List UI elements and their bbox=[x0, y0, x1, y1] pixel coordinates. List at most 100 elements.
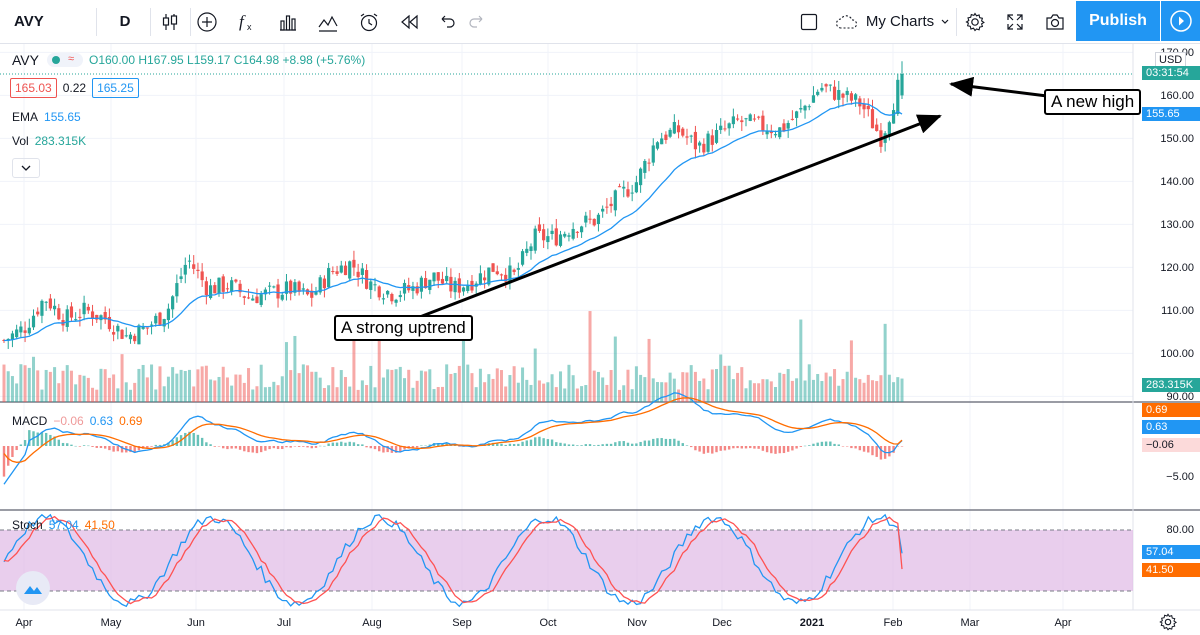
volume-bar bbox=[727, 365, 731, 402]
volume-bar bbox=[200, 366, 204, 402]
candle-body bbox=[69, 306, 74, 318]
templates-icon[interactable] bbox=[313, 0, 343, 43]
macd-hist-bar bbox=[331, 442, 335, 446]
volume-bar bbox=[381, 377, 385, 402]
candle-body bbox=[133, 335, 137, 342]
bid-badge[interactable]: 165.03 bbox=[10, 78, 57, 98]
macd-hist-bar bbox=[500, 443, 503, 446]
macd-hist-bar bbox=[378, 446, 381, 452]
candle-body bbox=[423, 278, 428, 289]
ema-legend[interactable]: EMA 155.65 bbox=[12, 110, 81, 124]
volume-bar bbox=[462, 328, 466, 402]
volume-legend[interactable]: Vol 283.315K bbox=[12, 134, 86, 148]
legend-symbol[interactable]: AVY bbox=[12, 52, 39, 68]
candle-body bbox=[896, 79, 900, 114]
alert-icon[interactable] bbox=[354, 0, 384, 43]
chevron-down-icon bbox=[941, 19, 949, 24]
stoch-tick: 80.00 bbox=[1166, 524, 1194, 536]
candle-body bbox=[795, 111, 799, 118]
time-label-year: 2021 bbox=[799, 617, 825, 629]
macd-hist-bar bbox=[386, 446, 389, 453]
volume-bar bbox=[141, 364, 145, 402]
candles-icon[interactable] bbox=[154, 0, 186, 43]
candle-body bbox=[322, 278, 327, 289]
redo-icon[interactable] bbox=[462, 0, 492, 43]
candle-body bbox=[816, 91, 820, 95]
candle-body bbox=[234, 279, 238, 282]
play-icon[interactable] bbox=[1161, 1, 1200, 41]
volume-bar bbox=[765, 379, 769, 402]
chart-canvas[interactable] bbox=[0, 44, 1200, 635]
volume-bar bbox=[883, 323, 887, 402]
candle-body bbox=[799, 108, 803, 110]
macd-signal-line bbox=[3, 397, 903, 463]
macd-hist-bar bbox=[61, 442, 65, 446]
macd-hist-bar bbox=[458, 446, 461, 447]
chart-settings-icon[interactable] bbox=[1158, 612, 1178, 632]
candle-body bbox=[154, 315, 158, 324]
my-charts-button[interactable]: My Charts bbox=[832, 0, 952, 43]
uptrend-arrow[interactable] bbox=[411, 114, 942, 322]
undo-icon[interactable] bbox=[432, 0, 462, 43]
volume-bar bbox=[314, 371, 318, 402]
fullscreen-icon[interactable] bbox=[1000, 0, 1030, 43]
volume-bar bbox=[879, 375, 883, 402]
macd-hist-bar bbox=[622, 441, 625, 446]
add-indicator-icon[interactable] bbox=[192, 0, 222, 43]
macd-histogram bbox=[2, 430, 904, 477]
bar-chart-icon[interactable] bbox=[273, 0, 303, 43]
stoch-legend[interactable]: Stoch 57.04 41.50 bbox=[12, 518, 115, 532]
macd-hist-bar bbox=[36, 432, 39, 446]
price-tick: 140.00 bbox=[1160, 176, 1194, 188]
interval-button[interactable]: D bbox=[119, 13, 131, 30]
time-label: May bbox=[100, 617, 122, 629]
macd-hist-bar bbox=[53, 436, 56, 446]
macd-hist-bar bbox=[175, 437, 179, 446]
candle-body bbox=[757, 116, 761, 118]
volume-bar bbox=[672, 378, 676, 402]
macd-hist-bar bbox=[854, 446, 857, 449]
replay-icon[interactable] bbox=[394, 0, 424, 43]
candle-body bbox=[765, 131, 769, 135]
ema-tag: 155.65 bbox=[1142, 107, 1200, 121]
volume-bar bbox=[339, 370, 343, 402]
collapse-legend-button[interactable] bbox=[12, 158, 40, 178]
symbol-search-button[interactable]: AVY bbox=[14, 13, 44, 30]
volume-bar bbox=[276, 385, 280, 402]
candle-body bbox=[875, 124, 879, 131]
macd-hist-bar bbox=[449, 445, 453, 446]
tradingview-logo-icon[interactable] bbox=[16, 571, 50, 605]
macd-hist-bar bbox=[525, 440, 528, 446]
camera-icon[interactable] bbox=[1040, 0, 1070, 43]
publish-button[interactable]: Publish bbox=[1076, 1, 1160, 41]
volume-bar bbox=[293, 335, 297, 402]
ask-badge[interactable]: 165.25 bbox=[92, 78, 139, 98]
macd-hist-bar bbox=[694, 446, 697, 451]
macd-legend[interactable]: MACD −0.06 0.63 0.69 bbox=[12, 414, 142, 428]
candle-body bbox=[685, 136, 689, 138]
uptrend-callout[interactable]: A strong uptrend bbox=[334, 315, 473, 341]
candle-body bbox=[617, 186, 622, 188]
volume-bar bbox=[91, 387, 95, 402]
volume-bar bbox=[419, 370, 423, 402]
new-high-arrow[interactable] bbox=[949, 76, 1048, 98]
candle-body bbox=[520, 251, 525, 265]
eye-toggle-icon[interactable]: ≈ bbox=[46, 53, 83, 67]
volume-bar bbox=[605, 384, 609, 402]
candle-body bbox=[335, 271, 339, 274]
layout-icon[interactable] bbox=[794, 0, 824, 43]
volume-bar bbox=[693, 371, 697, 402]
macd-hist-bar bbox=[833, 443, 836, 446]
candle-body bbox=[668, 129, 672, 137]
bid-ask-row: 165.03 0.22 165.25 bbox=[10, 78, 139, 98]
volume-bar bbox=[171, 367, 175, 402]
settings-icon[interactable] bbox=[960, 0, 990, 43]
volume-bar bbox=[875, 381, 879, 402]
candle-body bbox=[550, 230, 554, 234]
candle-body bbox=[19, 326, 23, 333]
candle-body bbox=[141, 326, 145, 329]
candle-body bbox=[204, 281, 208, 296]
candle-body bbox=[145, 327, 149, 329]
new-high-callout[interactable]: A new high bbox=[1044, 89, 1142, 115]
